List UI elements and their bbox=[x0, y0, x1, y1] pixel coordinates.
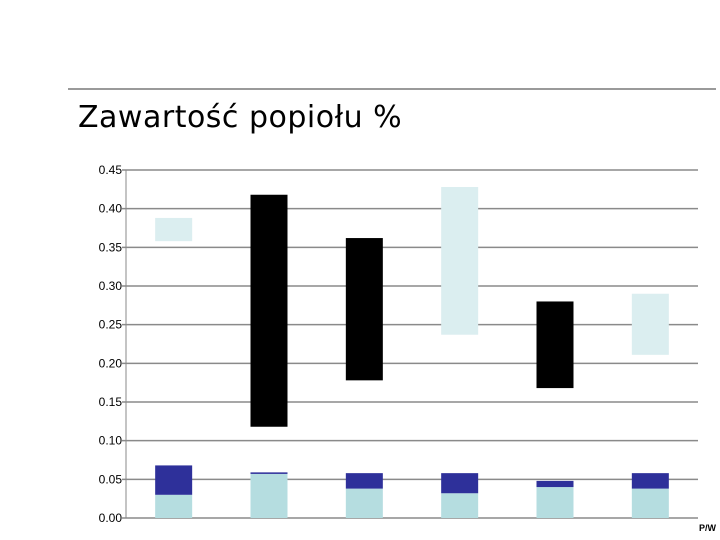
bar-segment bbox=[345, 238, 383, 381]
bar-segment bbox=[536, 480, 574, 488]
bar-segment bbox=[631, 473, 669, 489]
y-tick-label: 0.35 bbox=[99, 240, 123, 254]
bar-segment bbox=[155, 217, 193, 242]
y-tick-label: 0.00 bbox=[99, 511, 123, 525]
bar-segment bbox=[631, 488, 669, 518]
bar-segment bbox=[155, 465, 193, 495]
y-tick-label: 0.05 bbox=[99, 472, 123, 486]
y-tick-label: 0.15 bbox=[99, 395, 123, 409]
y-tick-label: 0.45 bbox=[99, 163, 123, 177]
gridlines bbox=[122, 169, 698, 519]
bar-segment bbox=[441, 493, 479, 518]
page-title: Zawartość popiołu % bbox=[78, 100, 403, 135]
y-tick-label: 0.30 bbox=[99, 279, 123, 293]
bars bbox=[155, 187, 669, 518]
y-tick-label: 0.25 bbox=[99, 318, 123, 332]
bar-segment bbox=[631, 293, 669, 355]
bar-segment bbox=[536, 301, 574, 389]
bar-segment bbox=[345, 473, 383, 489]
bar-segment bbox=[250, 473, 288, 518]
title-underline bbox=[68, 88, 716, 90]
y-tick-label: 0.20 bbox=[99, 356, 123, 370]
bar-segment bbox=[345, 488, 383, 518]
bar-segment bbox=[441, 473, 479, 494]
bar-segment bbox=[536, 487, 574, 518]
y-tick-label: 0.40 bbox=[99, 202, 123, 216]
y-tick-label: 0.10 bbox=[99, 434, 123, 448]
y-tick-labels: 0.00 0.05 0.10 0.15 0.20 0.25 0.30 0.35 0.40 0.45 bbox=[99, 163, 123, 525]
corner-mark: P/W bbox=[699, 523, 717, 533]
bar-segment bbox=[441, 187, 479, 335]
bar-segment bbox=[250, 194, 288, 427]
bar-segment bbox=[155, 494, 193, 518]
bar-segment bbox=[250, 472, 288, 474]
